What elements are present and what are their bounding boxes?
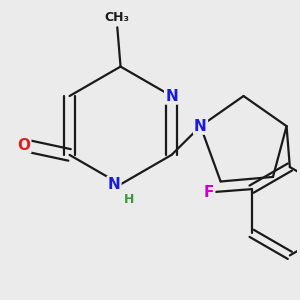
Text: N: N [165, 88, 178, 104]
Text: O: O [17, 138, 30, 153]
Text: CH₃: CH₃ [105, 11, 130, 24]
Text: N: N [108, 177, 120, 192]
Text: F: F [204, 185, 214, 200]
Text: H: H [124, 193, 134, 206]
Text: N: N [194, 119, 207, 134]
